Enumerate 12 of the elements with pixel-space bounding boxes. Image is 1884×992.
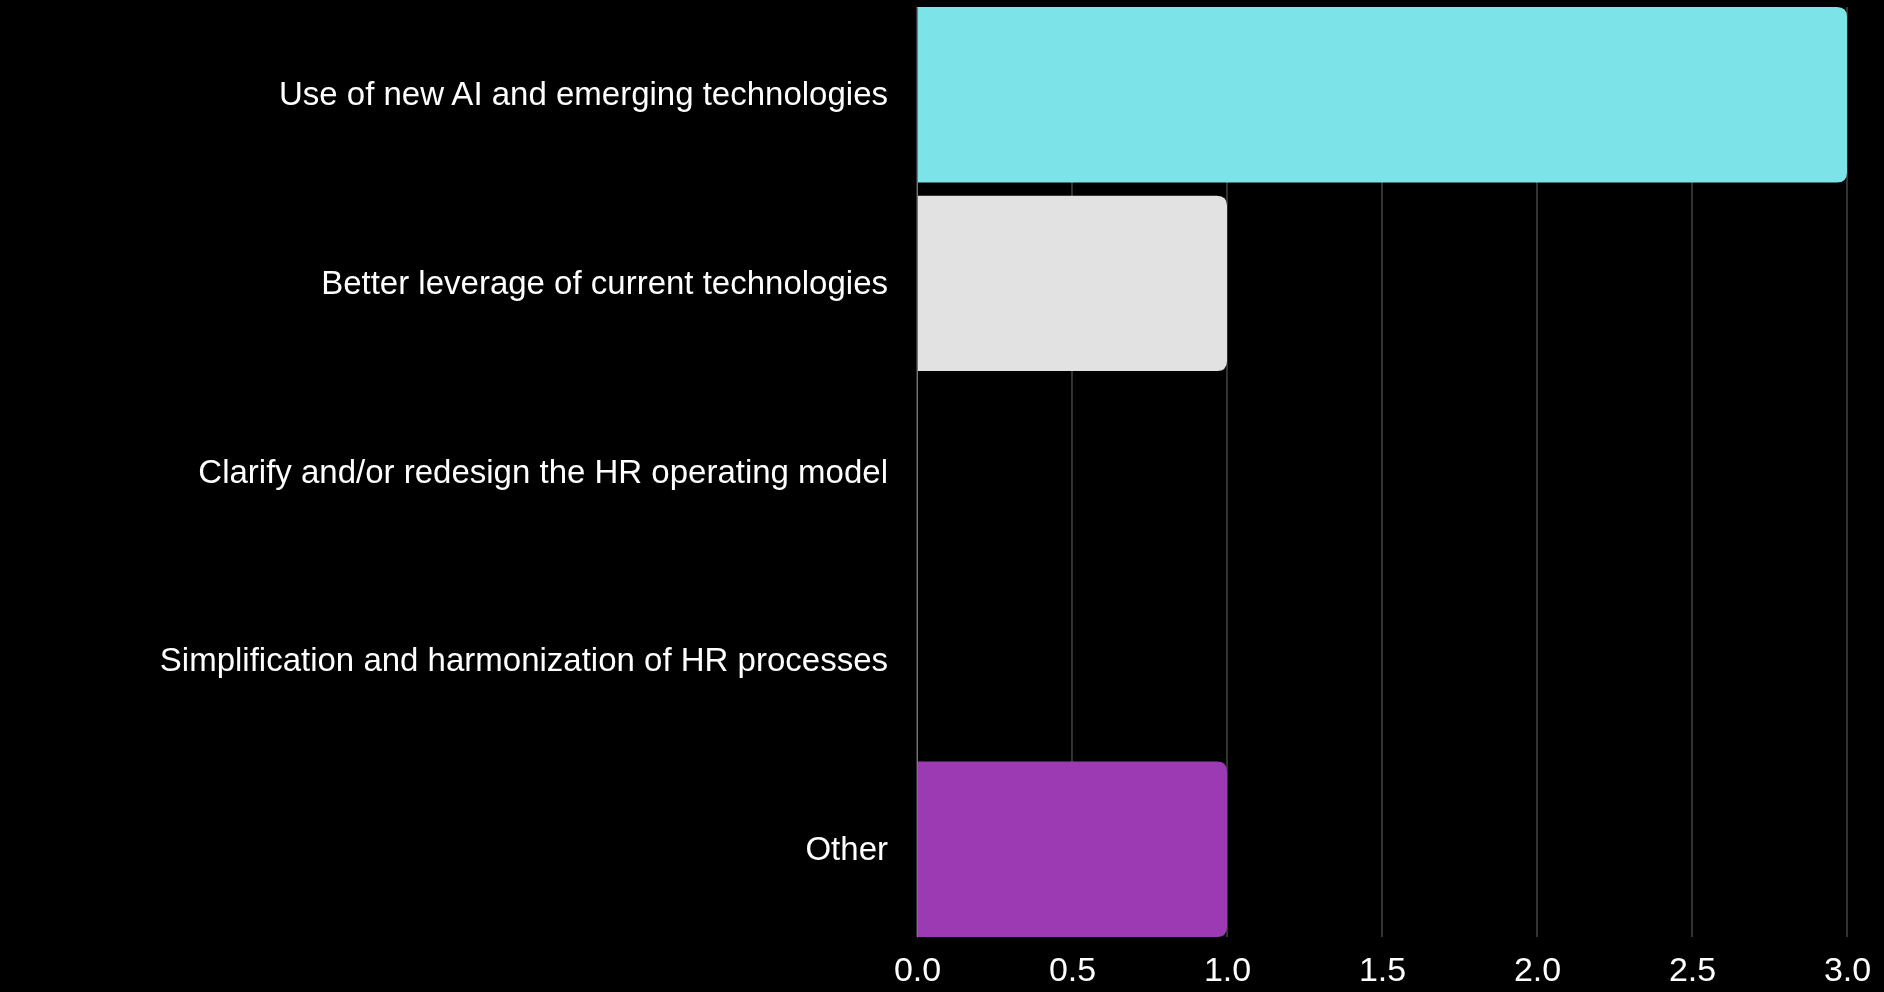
y-tick-label: Use of new AI and emerging technologies xyxy=(278,75,888,113)
y-tick-label: Simplification and harmonization of HR processes xyxy=(159,641,888,679)
x-tick-label: 0.0 xyxy=(893,950,942,989)
x-tick-label: 2.0 xyxy=(1513,950,1562,989)
x-tick-label: 1.5 xyxy=(1358,950,1407,989)
y-tick-label: Better leverage of current technologies xyxy=(321,263,888,301)
y-tick-label: Other xyxy=(805,829,888,867)
x-tick-label: 2.5 xyxy=(1668,950,1717,989)
x-tick-label: 0.5 xyxy=(1048,950,1097,989)
x-tick-label: 1.0 xyxy=(1203,950,1252,989)
x-tick-label: 3.0 xyxy=(1823,950,1872,989)
y-tick-label: Clarify and/or redesign the HR operating model xyxy=(198,452,888,490)
